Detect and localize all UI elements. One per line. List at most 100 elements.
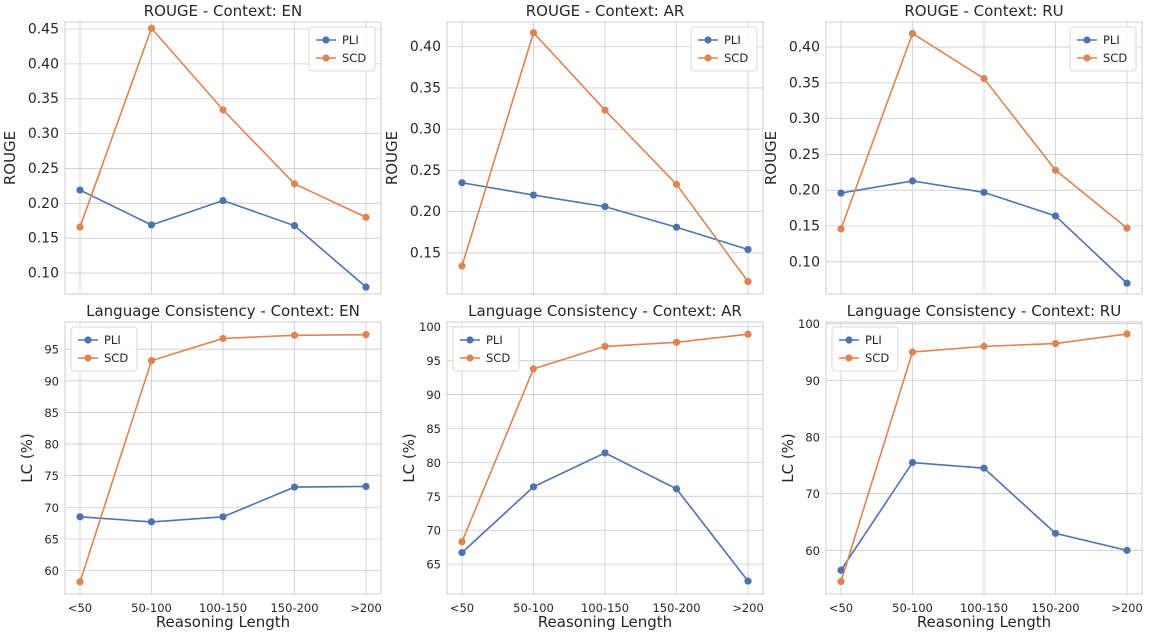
chart-title: Language Consistency - Context: AR [468,302,742,320]
y-tick-label: 100 [798,317,820,331]
y-tick-label: 75 [426,490,441,504]
legend-marker [466,336,474,344]
legend-label: SCD [104,351,128,365]
y-tick-label: 0.45 [28,21,59,37]
series-pli [837,458,1131,574]
data-point [980,74,988,83]
data-point [529,365,538,373]
data-point [601,106,609,114]
data-point [458,179,466,187]
series-scd [837,29,1131,233]
data-point [908,458,917,467]
data-point [529,29,538,37]
x-tick-label: 100-150 [199,601,247,615]
data-point [76,186,84,194]
data-point [744,278,752,286]
legend-label: PLI [104,333,121,347]
legend-marker [1083,36,1091,44]
legend-marker [704,36,712,44]
data-point [362,213,370,221]
data-point [744,245,752,254]
plot-area [64,21,382,295]
data-point [980,464,988,472]
data-point [908,29,917,38]
data-point [1123,224,1131,232]
data-point [672,180,681,188]
data-point [290,180,299,188]
y-tick-label: 65 [426,558,441,572]
series-pli [76,186,370,291]
data-point [147,221,156,229]
x-tick-label: >200 [350,601,382,615]
y-tick-label: 90 [805,374,820,388]
x-tick-label: 100-150 [581,601,629,615]
data-point [908,348,917,356]
legend-label: SCD [342,51,366,65]
x-tick-label: 50-100 [131,601,172,615]
series-scd [76,24,370,231]
data-point [672,338,681,346]
y-tick-label: 0.10 [789,254,820,270]
legend: PLI SCD [70,326,138,372]
series-pli [837,177,1131,287]
legend-label: PLI [486,333,503,347]
legend-marker [1083,54,1091,62]
y-tick-label: 0.30 [28,126,59,142]
data-point [147,24,156,32]
y-tick-label: 70 [805,487,820,501]
y-tick-label: 0.30 [789,111,820,127]
legend-label: PLI [342,33,359,47]
data-point [1051,339,1060,348]
y-tick-label: 80 [805,431,820,445]
legend-marker [466,354,474,362]
data-point [908,177,917,185]
data-point [744,330,752,338]
y-tick-label: 0.30 [410,122,441,138]
series-pli [458,179,752,254]
data-point [837,566,845,574]
legend-marker [322,36,330,44]
y-tick-label: 90 [426,388,441,402]
data-point [1051,166,1060,174]
x-tick-label: 150-200 [652,601,700,615]
plot-area [446,21,764,295]
chart-title: Language Consistency - Context: EN [86,302,360,320]
x-axis-label: Reasoning Length [156,613,290,631]
y-tick-label: 0.25 [410,163,441,179]
y-tick-label: 0.40 [410,39,441,55]
y-axis-label: ROUGE [762,131,780,185]
plot-area [64,321,382,595]
chart-panel-5: 65 70 75 80 85 90 95 100 <50 50-100 100-150 150-200… [400,302,764,631]
legend-marker [845,354,853,362]
y-tick-label: 60 [44,564,59,578]
plot-area [825,321,1143,595]
data-point [290,331,299,339]
data-point [601,203,609,211]
data-point [290,483,299,491]
data-point [672,223,681,231]
y-tick-label: 95 [44,343,59,357]
data-point [362,331,370,339]
data-point [219,513,227,521]
y-axis-label: ROUGE [1,131,19,185]
chart-panel-1: 0.10 0.15 0.20 0.25 0.30 0.35 0.40 0.45 ROUGE - … [1,2,382,295]
legend-label: SCD [486,351,510,365]
x-tick-label: >200 [732,601,764,615]
data-point [362,482,370,491]
chart-title: Language Consistency - Context: RU [847,302,1121,320]
x-tick-label: 50-100 [892,601,933,615]
x-tick-label: <50 [450,601,474,615]
chart-panel-2: 0.15 0.20 0.25 0.30 0.35 0.40 ROUGE - Context:… [383,2,764,295]
y-tick-label: 100 [419,320,441,334]
data-point [1123,546,1131,554]
y-tick-label: 0.25 [28,161,59,177]
legend: PLI SCD [1069,26,1137,72]
data-point [837,577,845,586]
chart-title: ROUGE - Context: RU [904,2,1063,20]
y-tick-label: 95 [426,354,441,368]
data-point [529,483,538,491]
y-tick-label: 70 [426,524,441,538]
data-point [362,283,370,291]
plot-area [825,21,1143,295]
